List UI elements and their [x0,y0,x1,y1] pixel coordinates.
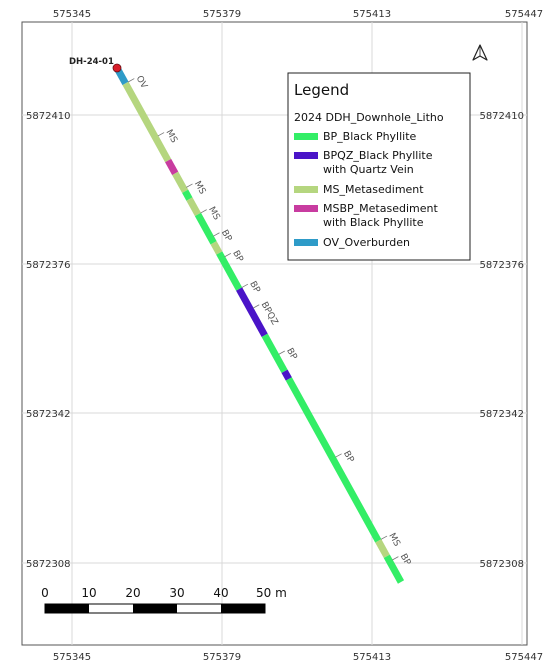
legend-label-bp: BP_Black Phyllite [323,130,417,143]
interval-bp-8[interactable] [216,251,243,291]
y-tick-left-3: 5872342 [26,409,71,420]
interval-label-tick-2 [186,183,193,188]
interval-bp-4[interactable] [182,189,193,201]
scale-bar-block-5 [221,604,265,613]
scale-bar: 0 10 20 30 40 50 m [41,586,287,614]
legend-layer-name: 2024 DDH_Downhole_Litho [294,111,444,124]
legend-swatch-ov [294,239,318,246]
interval-bp-12[interactable] [285,377,382,543]
interval-bp-14[interactable] [383,554,405,584]
legend-swatch-ms [294,186,318,193]
legend-label-ov: OV_Overburden [323,236,410,249]
interval-label-tick-7 [252,304,260,309]
interval-bp-10[interactable] [261,333,288,373]
legend-title: Legend [294,81,349,99]
x-tick-bottom-3: 575413 [353,652,391,663]
legend-label-bpqz: BPQZ_Black Phyllite [323,149,433,162]
interval-label-tick-0 [127,78,135,83]
interval-bp-6[interactable] [194,212,217,245]
scale-label-20: 20 [125,586,140,600]
legend-swatch-msbp [294,205,318,212]
scale-label-0: 0 [41,586,49,600]
interval-ms-5[interactable] [186,197,202,217]
scale-label-40: 40 [213,586,228,600]
interval-label-tick-6 [241,283,249,288]
y-tick-left-2: 5872376 [26,260,71,271]
legend: Legend 2024 DDH_Downhole_Litho BP_Black … [287,72,471,261]
interval-label-tick-1 [157,132,165,137]
drillhole-name: DH-24-01 [69,57,114,67]
interval-label-tick-3 [200,209,207,214]
legend-label-msbp: MSBP_Metasediment [323,202,438,215]
legend-label-ms: MS_Metasediment [323,183,424,196]
x-tick-bottom-2: 575379 [203,652,241,663]
interval-label-tick-11 [392,556,399,561]
legend-swatch-bpqz [294,152,318,159]
scale-label-10: 10 [81,586,96,600]
interval-msbp-2[interactable] [165,158,179,176]
interval-label-tick-8 [278,350,285,355]
scale-label-50: 50 m [256,586,287,600]
legend-label-bpqz-line2: with Quartz Vein [323,163,414,176]
y-tick-right-1: 5872410 [479,111,524,122]
scale-bar-block-3 [133,604,177,613]
x-tick-bottom-1: 575345 [53,652,91,663]
legend-box [287,72,471,261]
x-tick-top-2: 575379 [203,9,241,20]
y-tick-right-3: 5872342 [479,409,524,420]
legend-swatch-bp [294,133,318,140]
y-tick-left-4: 5872308 [26,559,71,570]
y-tick-right-2: 5872376 [479,260,524,271]
interval-ms-7[interactable] [210,241,223,255]
interval-ms-13[interactable] [375,539,390,558]
interval-label-tick-5 [224,252,232,258]
interval-label-tick-4 [213,232,220,237]
north-arrow-icon [472,44,488,61]
scale-label-30: 30 [169,586,184,600]
interval-label-tick-9 [335,453,342,458]
x-tick-bottom-4: 575447 [505,652,543,663]
interval-ms-3[interactable] [172,171,189,194]
interval-label-tick-10 [380,535,388,540]
scale-bar-block-1 [45,604,89,613]
interval-ms-1[interactable] [122,81,172,163]
interval-bpqz-11[interactable] [281,369,292,381]
x-tick-top-1: 575345 [53,9,91,20]
legend-label-msbp-line2: with Black Phyllite [323,216,424,229]
x-tick-top-4: 575447 [505,9,543,20]
x-tick-top-3: 575413 [353,9,391,20]
interval-bpqz-9[interactable] [236,287,268,337]
y-tick-left-1: 5872410 [26,111,71,122]
collar-marker[interactable] [112,63,122,73]
y-tick-right-4: 5872308 [479,559,524,570]
